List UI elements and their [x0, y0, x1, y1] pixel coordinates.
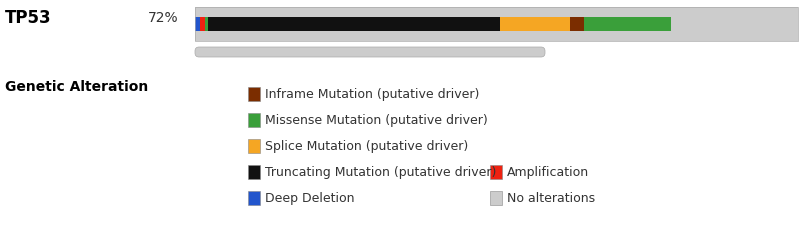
Bar	[248, 113, 260, 128]
Bar	[248, 165, 260, 179]
Bar	[490, 191, 502, 205]
Text: Missense Mutation (putative driver): Missense Mutation (putative driver)	[265, 114, 488, 127]
Text: 72%: 72%	[148, 11, 178, 25]
Text: TP53: TP53	[5, 9, 52, 27]
Text: Splice Mutation (putative driver): Splice Mutation (putative driver)	[265, 140, 468, 153]
Bar	[201, 18, 205, 32]
Bar	[195, 8, 798, 42]
Bar	[499, 18, 570, 32]
Text: Amplification: Amplification	[507, 166, 589, 179]
Text: No alterations: No alterations	[507, 192, 595, 205]
Bar	[208, 18, 499, 32]
Bar	[195, 18, 201, 32]
Bar	[205, 18, 208, 32]
Bar	[584, 18, 671, 32]
Bar	[248, 88, 260, 102]
Text: Inframe Mutation (putative driver): Inframe Mutation (putative driver)	[265, 88, 479, 101]
Bar	[195, 8, 798, 42]
Text: Truncating Mutation (putative driver): Truncating Mutation (putative driver)	[265, 166, 496, 179]
Bar	[248, 191, 260, 205]
FancyBboxPatch shape	[195, 48, 545, 58]
Bar	[248, 139, 260, 153]
Text: Deep Deletion: Deep Deletion	[265, 192, 354, 205]
Text: Genetic Alteration: Genetic Alteration	[5, 80, 148, 94]
Bar	[490, 165, 502, 179]
Bar	[570, 18, 584, 32]
